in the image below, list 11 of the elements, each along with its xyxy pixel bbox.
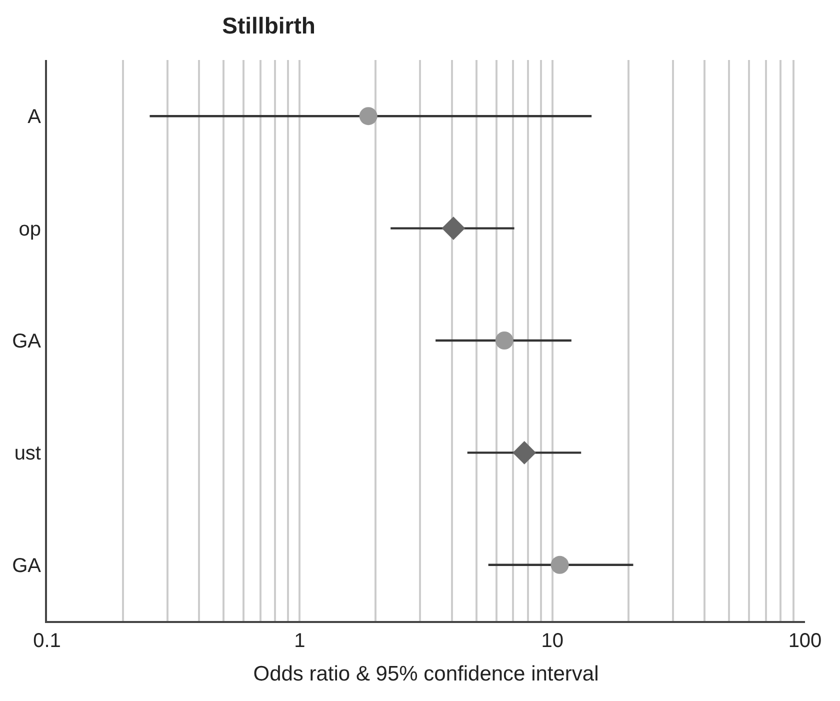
y-tick-label: GA bbox=[12, 330, 42, 352]
x-tick-label: 100 bbox=[788, 630, 822, 652]
y-tick-label: GA bbox=[12, 554, 42, 577]
x-tick-label: 1 bbox=[294, 630, 306, 652]
y-tick-label: op bbox=[18, 218, 41, 240]
y-tick-label: A bbox=[28, 106, 42, 128]
x-tick-label: 0.1 bbox=[33, 630, 61, 652]
x-axis-title: Odds ratio & 95% confidence interval bbox=[253, 662, 599, 686]
x-tick-label: 10 bbox=[541, 630, 564, 652]
chart-title: Stillbirth bbox=[222, 12, 316, 39]
y-tick-label: ust bbox=[14, 442, 42, 465]
